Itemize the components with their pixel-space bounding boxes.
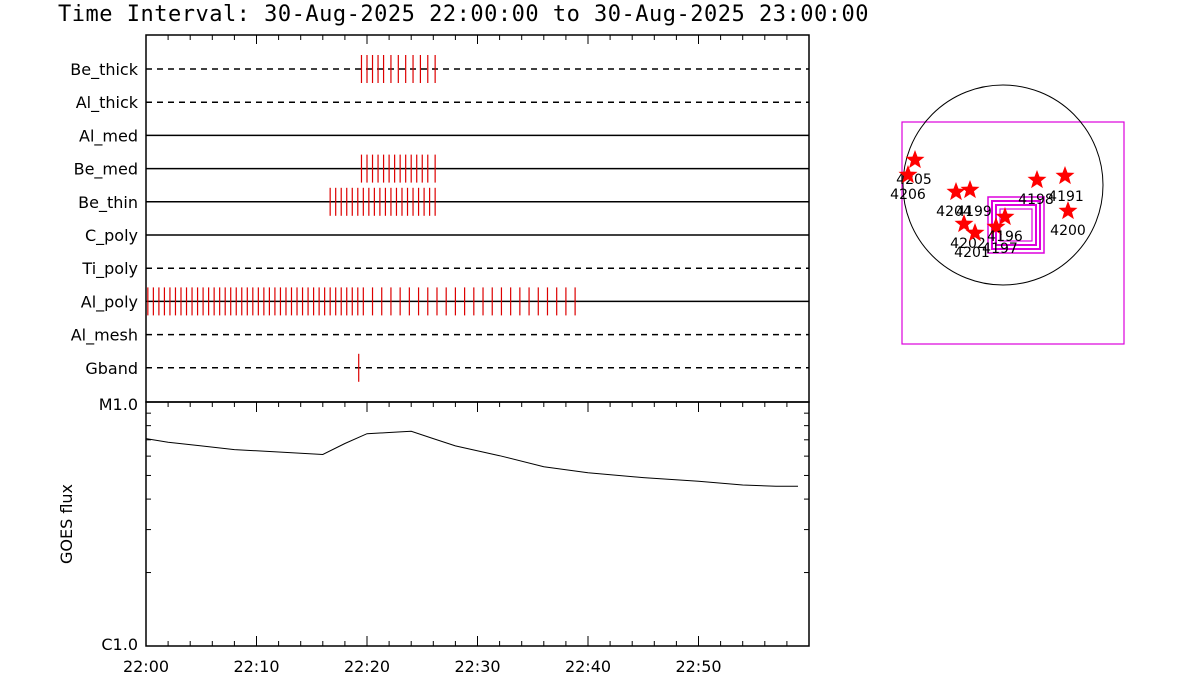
x-tick-label: 22:00 xyxy=(123,657,169,676)
channel-label: Be_thick xyxy=(70,60,138,80)
channel-label: Al_thick xyxy=(76,93,139,113)
flare-label: 4201 xyxy=(954,245,990,261)
channel-label: C_poly xyxy=(85,226,138,246)
flare-label: 4206 xyxy=(890,187,926,203)
flare-label: 4191 xyxy=(1048,189,1084,205)
flare-star-icon xyxy=(995,207,1015,226)
timeline-panel: Be_thick Al_thick Al_med Be_med Be_thin C_pol… xyxy=(70,34,810,403)
goes-flux-line xyxy=(145,430,798,487)
y-tick-label-bottom: C1.0 xyxy=(101,635,138,654)
flare-star-icon xyxy=(898,165,918,184)
flare-star-icon xyxy=(946,182,966,201)
solar-limb xyxy=(902,84,1104,286)
flare-label: 4198 xyxy=(1018,192,1054,208)
fov-box-large xyxy=(901,121,1125,345)
flare-label: 4199 xyxy=(956,204,992,220)
flare-star-icon xyxy=(986,217,1006,236)
channel-label: Al_med xyxy=(79,126,138,146)
x-tick-label: 22:30 xyxy=(454,657,500,676)
flare-star-icon xyxy=(954,214,974,233)
flare-star-icon xyxy=(965,223,985,242)
channel-label: Al_mesh xyxy=(71,326,138,346)
x-tick-label: 22:40 xyxy=(565,657,611,676)
flare-label: 4200 xyxy=(1050,223,1086,239)
flare-label: 4197 xyxy=(982,241,1018,257)
channel-label: Be_thin xyxy=(78,193,138,213)
y-axis-label: GOES flux xyxy=(57,484,76,564)
x-tick-label: 22:50 xyxy=(675,657,721,676)
goes-frame xyxy=(145,401,810,647)
time-axis: 22:00 22:10 22:20 22:30 22:40 22:50 xyxy=(123,402,810,676)
flare-star-icon xyxy=(960,180,980,199)
flare-label: 4204 xyxy=(936,204,972,220)
flare-star-icon xyxy=(1027,170,1047,189)
timeline-frame xyxy=(145,34,810,403)
solar-disk-map: 4205420642044199419841914200420242014197… xyxy=(890,84,1125,345)
goes-flux-panel: M1.0 C1.0 GOES flux xyxy=(57,395,810,654)
x-tick-label: 22:10 xyxy=(233,657,279,676)
flare-label: 4196 xyxy=(987,229,1023,245)
x-tick-label: 22:20 xyxy=(344,657,390,676)
flare-star-icon xyxy=(1055,166,1075,185)
y-tick-label-top: M1.0 xyxy=(99,395,138,414)
flare-star-icon xyxy=(905,150,925,169)
flare-star-icon xyxy=(1058,201,1078,220)
channel-label: Ti_poly xyxy=(81,259,138,279)
flare-label: 4202 xyxy=(950,236,986,252)
chart-title: Time Interval: 30-Aug-2025 22:00:00 to 3… xyxy=(58,2,869,27)
channel-label: Gband xyxy=(85,359,138,378)
channel-label: Al_poly xyxy=(81,292,138,312)
channel-label: Be_med xyxy=(74,160,138,180)
